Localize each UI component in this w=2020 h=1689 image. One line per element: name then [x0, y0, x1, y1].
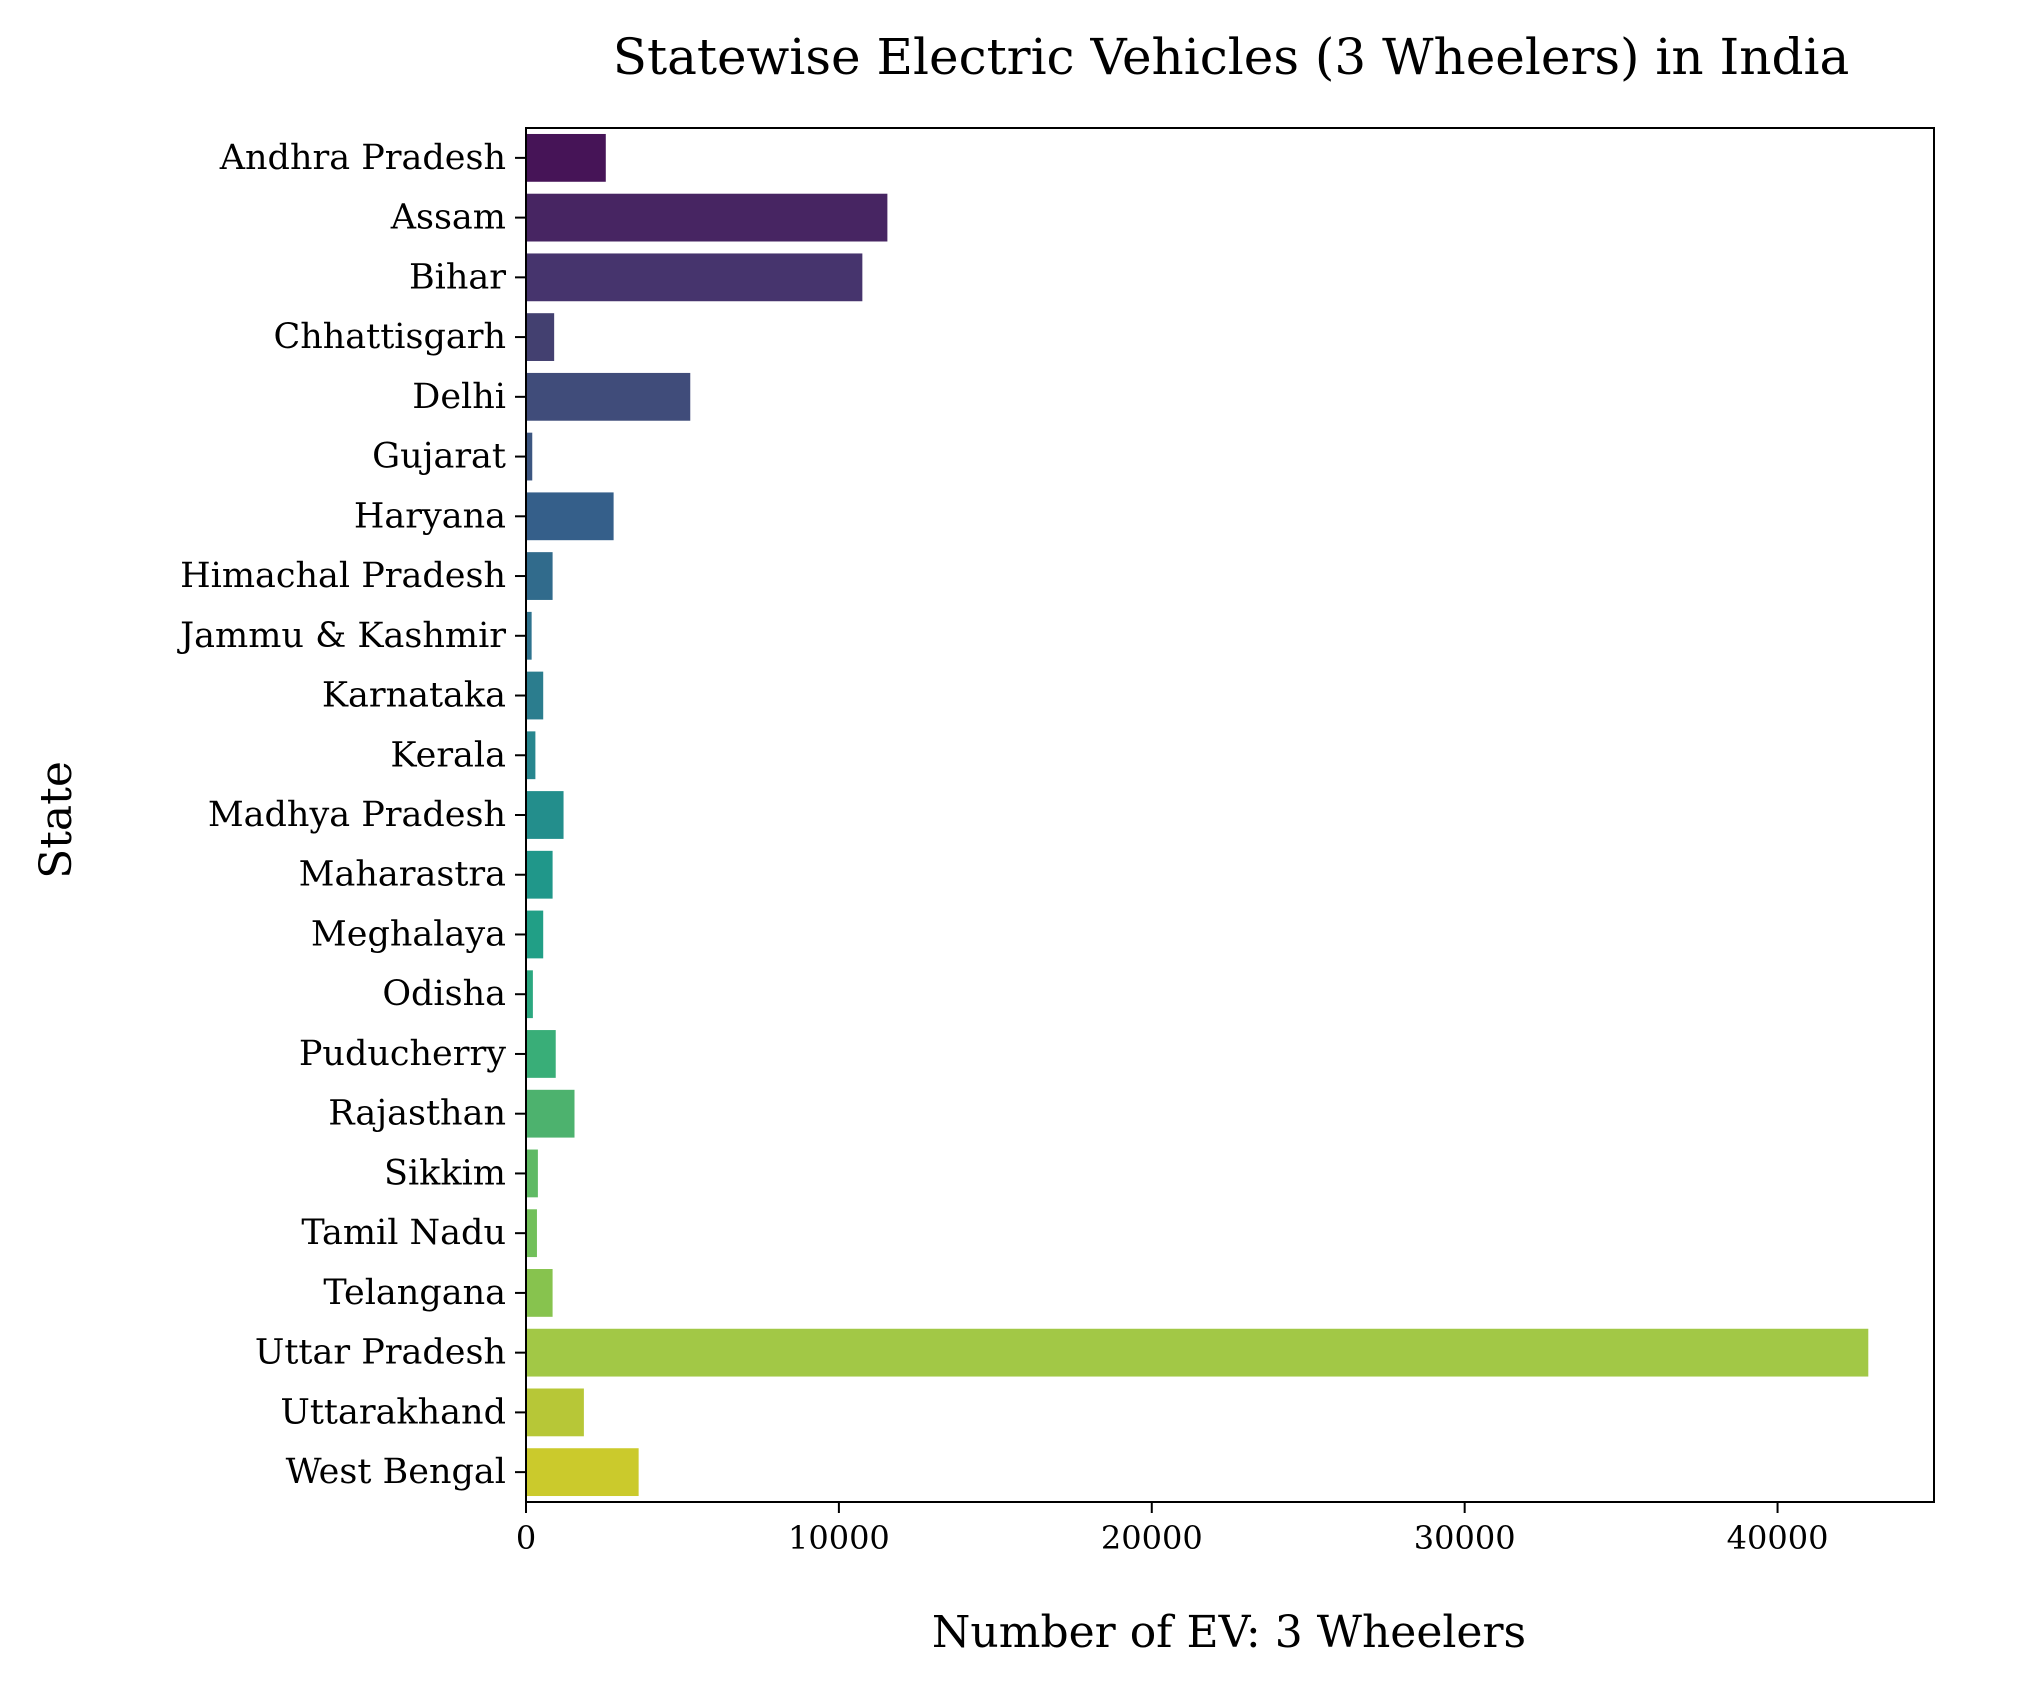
y-tick-label: Himachal Pradesh: [180, 556, 506, 596]
y-tick-label: Odisha: [382, 974, 506, 1014]
bar-chhattisgarh: [526, 313, 555, 361]
y-tick-label: Assam: [390, 198, 506, 238]
bar-gujarat: [526, 432, 533, 481]
y-tick-label: Tamil Nadu: [301, 1213, 506, 1253]
bar-jammu-and-kashmir: [526, 611, 532, 660]
y-axis-label: State: [31, 761, 82, 879]
y-tick-label: Jammu & Kashmir: [177, 616, 506, 656]
bar-maharastra: [526, 850, 553, 899]
x-tick-label: 0: [516, 1519, 536, 1557]
x-tick-label: 40000: [1727, 1519, 1829, 1557]
y-tick-label: Telangana: [323, 1273, 506, 1313]
bar-assam: [526, 193, 888, 242]
x-axis-label: Number of EV: 3 Wheelers: [932, 1607, 1526, 1658]
bar-madhya-pradesh: [526, 791, 564, 839]
y-tick-label: Meghalaya: [311, 914, 506, 954]
y-tick-label: West Bengal: [286, 1452, 506, 1492]
y-tick-label: Maharastra: [299, 855, 506, 895]
bar-delhi: [526, 372, 691, 421]
bars-layer: [526, 133, 1869, 1497]
bar-rajasthan: [526, 1089, 575, 1138]
y-tick-label: Chhattisgarh: [273, 317, 506, 357]
bar-odisha: [526, 970, 533, 1019]
y-tick-label: Karnataka: [322, 676, 506, 716]
y-tick-label: Uttarakhand: [280, 1392, 506, 1432]
y-tick-label: Kerala: [390, 735, 506, 775]
bar-puducherry: [526, 1030, 556, 1078]
bar-andhra-pradesh: [526, 133, 606, 182]
y-tick-label: Sikkim: [384, 1153, 506, 1193]
chart-title: Statewise Electric Vehicles (3 Wheelers)…: [613, 28, 1850, 86]
bar-haryana: [526, 492, 614, 541]
y-tick-label: Delhi: [412, 377, 506, 417]
bar-karnataka: [526, 671, 544, 720]
bar-uttarakhand: [526, 1388, 584, 1437]
plot-frame: [525, 127, 1935, 1503]
y-tick-label: Gujarat: [372, 437, 506, 477]
y-tick-label: Puducherry: [299, 1034, 506, 1074]
y-tick-label: Rajasthan: [328, 1094, 506, 1134]
y-tick-label: Haryana: [354, 496, 506, 536]
bar-kerala: [526, 731, 536, 780]
y-tick-label: Madhya Pradesh: [208, 795, 506, 835]
y-tick-label: Bihar: [409, 257, 506, 297]
x-tick-label: 20000: [1101, 1519, 1203, 1557]
bar-meghalaya: [526, 910, 544, 959]
x-tick-label: 10000: [788, 1519, 890, 1557]
bar-west-bengal: [526, 1448, 639, 1497]
bar-telangana: [526, 1269, 553, 1317]
bar-himachal-pradesh: [526, 552, 553, 600]
bar-tamil-nadu: [526, 1209, 537, 1258]
bar-bihar: [526, 253, 863, 302]
y-ticks: Andhra Pradesh Assam Bihar Chhattisgarh Delh…: [177, 138, 526, 1492]
bar-uttar-pradesh: [526, 1328, 1869, 1377]
x-ticks: 0 10000 20000 30000 40000: [516, 1502, 1829, 1557]
bar-sikkim: [526, 1149, 538, 1198]
x-tick-label: 30000: [1414, 1519, 1516, 1557]
y-tick-label: Andhra Pradesh: [219, 138, 506, 178]
y-tick-label: Uttar Pradesh: [255, 1333, 506, 1373]
